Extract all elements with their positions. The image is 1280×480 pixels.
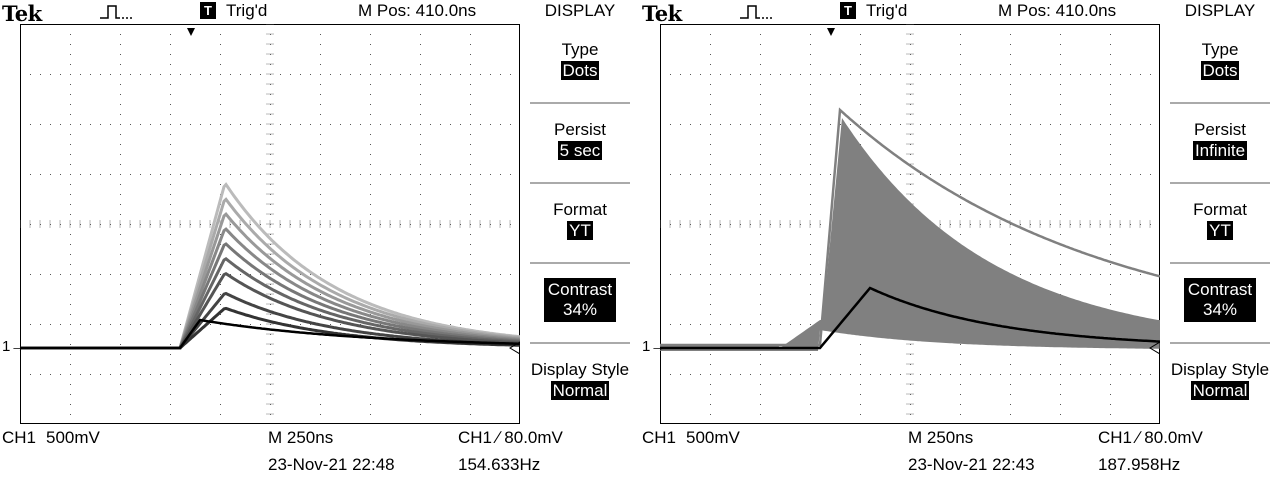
menu-item-type[interactable]: Type Dots: [520, 24, 640, 104]
contrast-label: Contrast: [1187, 280, 1253, 299]
waveform-graticule: [20, 24, 520, 424]
trigger-frequency: 187.958Hz: [1098, 455, 1181, 474]
trigger-status-badge: T: [840, 2, 856, 19]
brand-logo: Tek: [2, 1, 42, 26]
contrast-value: 34%: [562, 300, 598, 319]
persist-value: 5 sec: [557, 141, 603, 160]
contrast-value: 34%: [1202, 300, 1238, 319]
graticule-border: [660, 24, 1160, 424]
display-style-label: Display Style: [1170, 360, 1270, 379]
trigger-status-badge: T: [200, 2, 216, 19]
format-value: YT: [1207, 221, 1233, 240]
graticule-border: [20, 24, 520, 424]
trigger-position-marker: [827, 28, 835, 36]
menu-item-type[interactable]: Type Dots: [1160, 24, 1280, 104]
menu-item-persist[interactable]: Persist 5 sec: [520, 104, 640, 184]
menu-title: DISPLAY: [1184, 1, 1256, 20]
waveform-traces: [20, 182, 520, 355]
format-label: Format: [553, 200, 607, 219]
persist-envelope: [660, 118, 1160, 351]
menu-title: DISPLAY: [544, 1, 616, 20]
type-label: Type: [561, 40, 599, 59]
display-menu: DISPLAY Type Dots Persist 5 sec Format Y…: [520, 0, 640, 424]
trigger-level: CH1 ∕ 80.0mV: [1098, 428, 1203, 447]
live-trace: [20, 318, 520, 350]
channel-label: CH1: [2, 428, 37, 447]
level-marker: [509, 341, 520, 355]
menu-item-display-style[interactable]: Display Style Normal: [1160, 344, 1280, 424]
type-value: Dots: [560, 61, 600, 80]
acquisition-pulse-icon: [100, 5, 134, 19]
menu-item-display-style[interactable]: Display Style Normal: [520, 344, 640, 424]
graticule-grid: [20, 24, 520, 424]
persist-label: Persist: [1194, 120, 1246, 139]
horizontal-position: M Pos: 410.0ns: [998, 1, 1117, 20]
display-menu: DISPLAY Type Dots Persist Infinite Forma…: [1160, 0, 1280, 424]
display-style-label: Display Style: [530, 360, 630, 379]
live-trace: [660, 286, 1160, 350]
timebase: M 250ns: [908, 428, 974, 447]
persist-value: Infinite: [1192, 141, 1248, 160]
horizontal-position: M Pos: 410.0ns: [358, 1, 477, 20]
channel-scale: 500mV: [686, 428, 740, 447]
persist-label: Persist: [554, 120, 606, 139]
display-style-value: Normal: [550, 381, 610, 400]
menu-item-contrast[interactable]: Contrast 34%: [1160, 264, 1280, 344]
format-value: YT: [567, 221, 593, 240]
waveform-traces: [660, 107, 1160, 355]
persist-trace: [20, 182, 520, 350]
type-label: Type: [1201, 40, 1239, 59]
display-style-value: Normal: [1190, 381, 1250, 400]
acquisition-pulse-icon: [740, 5, 774, 19]
format-label: Format: [1193, 200, 1247, 219]
trigger-status: Trig'd: [226, 1, 268, 20]
status-bar: CH1 500mV M 250ns CH1 ∕ 80.0mV 23-Nov-21…: [640, 424, 1280, 480]
menu-item-format[interactable]: Format YT: [520, 184, 640, 264]
date-time: 23-Nov-21 22:48: [268, 455, 395, 474]
level-marker: [1149, 341, 1160, 355]
trigger-status: Trig'd: [866, 1, 908, 20]
channel-label: CH1: [642, 428, 677, 447]
contrast-label: Contrast: [547, 280, 613, 299]
trigger-level: CH1 ∕ 80.0mV: [458, 428, 563, 447]
status-bar: CH1 500mV M 250ns CH1 ∕ 80.0mV 23-Nov-21…: [0, 424, 640, 480]
waveform-graticule: [660, 24, 1160, 424]
trigger-position-marker: [187, 28, 195, 36]
brand-logo: Tek: [642, 1, 682, 26]
menu-item-contrast[interactable]: Contrast 34%: [520, 264, 640, 344]
menu-item-format[interactable]: Format YT: [1160, 184, 1280, 264]
channel-ground-marker: 1→: [642, 338, 666, 355]
oscilloscope-screen-1: Tek T Trig'd M Pos: 410.0ns 1→ DISPLAY T…: [0, 0, 640, 480]
persist-outlier-trace: [660, 107, 1160, 347]
menu-item-persist[interactable]: Persist Infinite: [1160, 104, 1280, 184]
channel-ground-marker: 1→: [2, 338, 26, 355]
timebase: M 250ns: [268, 428, 334, 447]
trigger-frequency: 154.633Hz: [458, 455, 541, 474]
type-value: Dots: [1200, 61, 1240, 80]
channel-scale: 500mV: [46, 428, 100, 447]
date-time: 23-Nov-21 22:43: [908, 455, 1035, 474]
oscilloscope-screen-2: Tek T Trig'd M Pos: 410.0ns 1→ DISPLAY T…: [640, 0, 1280, 480]
